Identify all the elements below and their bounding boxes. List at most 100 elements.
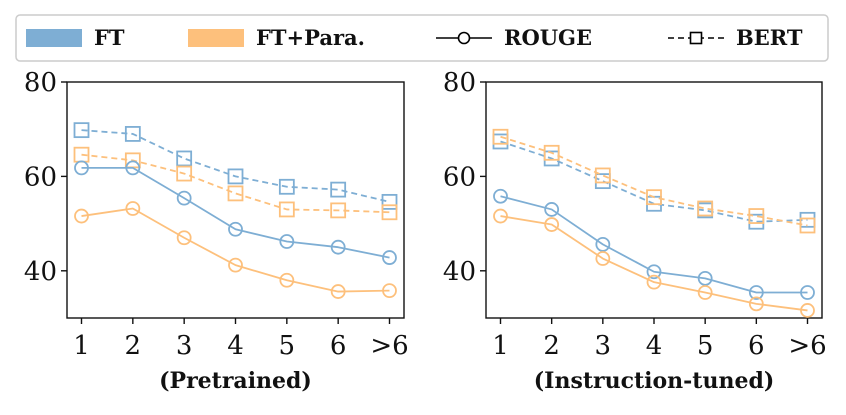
x-tick-label: 5 [279,331,296,361]
legend: FT FT+Para. ROUGE BERT [15,14,829,62]
series-line [500,135,808,227]
legend-swatch [188,29,244,47]
series-line [81,207,390,293]
y-tick-label: 80 [24,68,57,98]
data-point [492,128,509,145]
data-point [124,126,141,142]
data-point [748,208,765,224]
legend-marker [689,31,703,45]
data-point [228,221,243,237]
data-point [595,236,611,252]
legend-label: FT [94,25,125,50]
legend-item-bert: BERT [668,25,803,50]
data-point [697,200,714,217]
data-point [227,168,244,185]
data-point [176,230,192,246]
y-tick-label: 80 [443,68,476,98]
data-point [125,201,141,216]
data-point [227,185,244,202]
data-point [748,296,764,312]
y-tick-label: 60 [24,162,57,192]
data-point [493,188,508,204]
data-point [228,257,243,273]
x-tick-label: 4 [646,331,663,361]
data-point [544,202,560,217]
data-point [74,160,89,176]
data-point [382,250,397,265]
data-point [73,122,90,139]
data-point [176,150,193,167]
series-line [500,195,808,294]
x-tick-label: 1 [492,331,509,361]
data-point [493,208,508,224]
legend-frame [15,14,829,62]
x-tick-label: 4 [227,331,244,361]
legend-swatch [26,29,82,47]
chart-panel-pretrained: 40 60 80 1 2 3 4 5 6 >6 (Pretrained) [24,68,409,394]
x-axis-label: (Pretrained) [159,368,312,394]
chart-panel-instruction-tuned: 40 60 80 1 2 3 4 5 6 >6 (Instruction-tuned) [443,68,827,394]
data-point [330,202,347,219]
series-ft-bert [73,122,398,210]
series-ft-bert [492,133,816,230]
legend-item-rouge: ROUGE [436,25,592,50]
data-point [697,285,713,300]
series-ft-para-bert [73,146,398,221]
series-ft-para-rouge [493,208,815,318]
data-point [330,181,347,198]
data-point [544,217,560,232]
data-point [800,303,815,318]
x-tick-label: 6 [748,331,765,361]
data-point [594,167,611,184]
data-point [125,160,141,176]
data-point [382,283,397,299]
y-tick-label: 60 [443,162,476,192]
legend-item-ft-para: FT+Para. [188,25,365,50]
x-tick-label: 6 [330,331,347,361]
data-point [381,204,398,221]
data-point [543,144,560,161]
series-line [81,129,390,203]
data-point [646,274,662,290]
x-tick-label: 2 [125,331,142,361]
data-point [330,239,346,255]
x-tick-label: 2 [543,331,560,361]
series-line [81,153,390,214]
x-tick-label: 3 [595,331,612,361]
data-point [74,208,89,224]
x-tick-label: >6 [788,331,826,361]
x-tick-label: 1 [73,331,90,361]
data-point [697,270,713,286]
data-point [748,285,764,300]
x-tick-label: 3 [176,331,193,361]
series-ft-rouge [493,188,815,300]
legend-item-ft: FT [26,25,125,50]
data-point [279,272,295,288]
data-point [176,165,193,182]
series-ft-rouge [74,160,397,265]
series-ft-para-bert [492,128,816,234]
x-tick-label: >6 [370,331,408,361]
data-point [278,201,295,218]
series-line [500,215,808,312]
legend-label: ROUGE [504,25,592,50]
y-tick-label: 40 [24,257,57,287]
data-point [278,178,295,195]
series-ft-para-rouge [74,201,397,299]
data-point [646,264,662,280]
data-point [595,251,611,266]
data-point [381,193,398,210]
legend-label: BERT [736,25,803,50]
x-axis-label: (Instruction-tuned) [534,368,775,394]
y-tick-label: 40 [443,257,476,287]
series-line [81,166,390,259]
data-point [176,190,192,206]
legend-label: FT+Para. [256,25,365,50]
data-point [799,217,816,234]
data-point [330,284,346,299]
data-point [646,189,662,206]
legend-marker [457,31,471,45]
x-tick-label: 5 [697,331,714,361]
data-point [279,234,295,249]
